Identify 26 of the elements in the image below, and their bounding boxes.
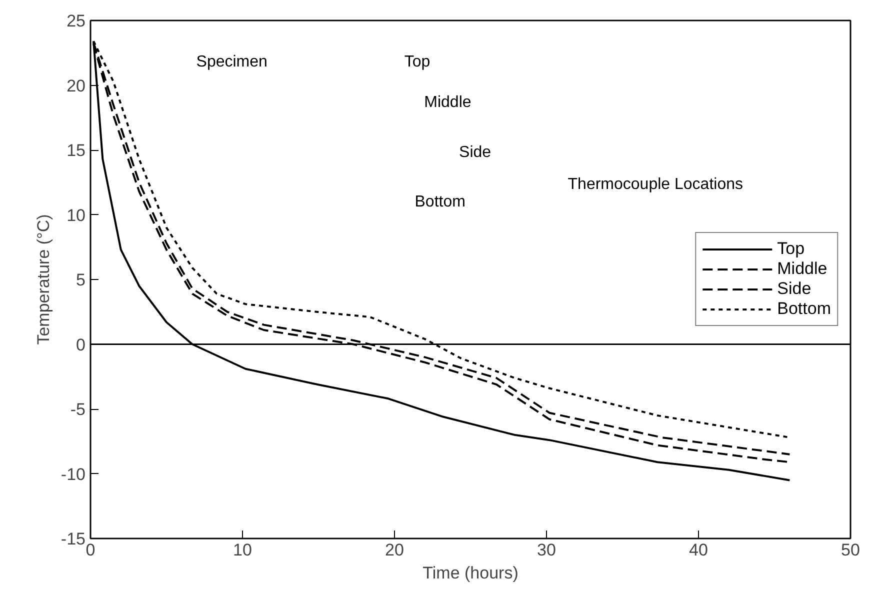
y-tick-label: -15 xyxy=(60,530,86,548)
y-tick-label: 5 xyxy=(76,270,86,290)
legend-label: Side xyxy=(777,279,812,299)
annotation: Thermocouple Locations xyxy=(568,176,743,194)
annotation: Top xyxy=(404,53,430,70)
annotation: Bottom xyxy=(414,193,466,210)
legend-label: Bottom xyxy=(777,299,831,319)
y-tick-label: 15 xyxy=(66,141,86,160)
y-axis-title: Temperature (°C) xyxy=(34,214,53,345)
annotation: Side xyxy=(459,144,492,162)
y-tick-label: 10 xyxy=(66,206,86,225)
x-tick-label: 40 xyxy=(689,540,708,560)
x-tick-label: 50 xyxy=(841,540,860,560)
x-tick-label: 30 xyxy=(537,540,556,560)
x-tick-label: 10 xyxy=(233,540,252,560)
y-tick-label: 25 xyxy=(66,12,86,30)
x-tick-label: 20 xyxy=(385,540,404,560)
annotation: Middle xyxy=(424,94,472,111)
annotation: Specimen xyxy=(196,53,268,70)
legend-label: Top xyxy=(777,239,805,259)
y-tick-label: 20 xyxy=(66,76,86,96)
y-tick-label: -10 xyxy=(60,464,86,484)
legend-label: Middle xyxy=(777,259,828,279)
y-tick-label: 0 xyxy=(76,335,86,354)
y-tick-label: -5 xyxy=(70,400,86,419)
x-axis-title: Time (hours) xyxy=(422,564,518,582)
